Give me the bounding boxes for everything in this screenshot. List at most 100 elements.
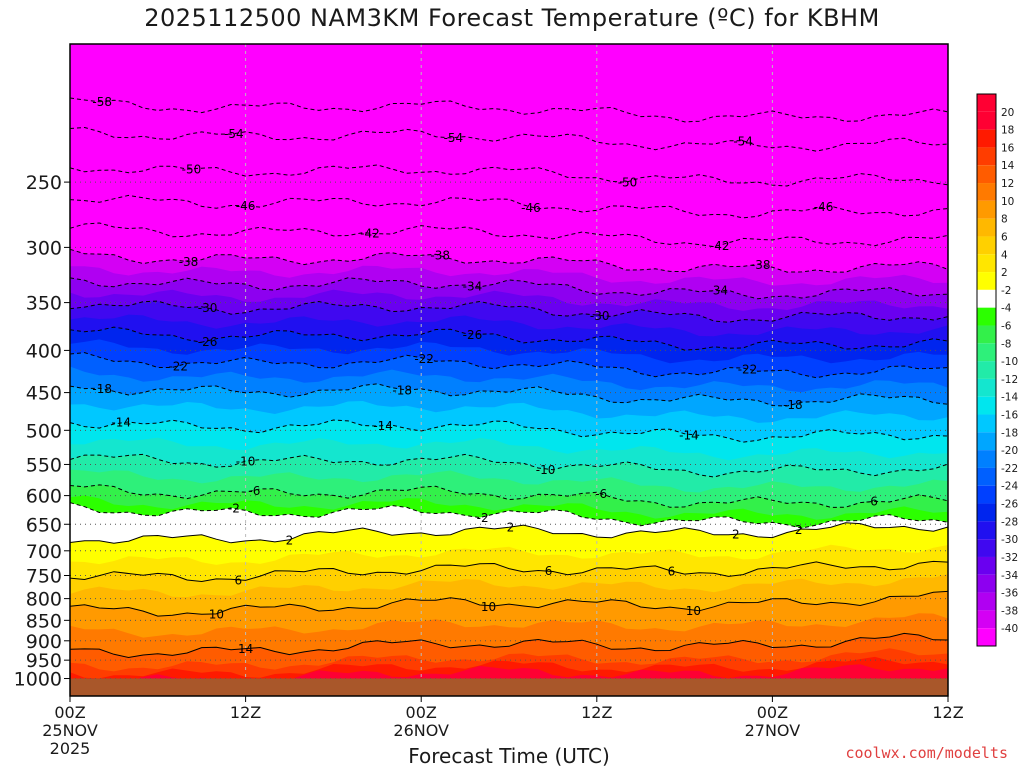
- contour-label: 6: [668, 565, 676, 579]
- contour-label: 10: [209, 607, 224, 621]
- y-tick-label: 1000: [14, 669, 62, 691]
- contour--54: [70, 126, 948, 152]
- y-tick-label: 450: [26, 383, 62, 405]
- y-tick-label: 800: [26, 589, 62, 611]
- y-tick-label: 600: [26, 486, 62, 508]
- contour-label: -50: [182, 163, 202, 177]
- plot-frame: [69, 43, 949, 697]
- colorbar-cell--16: [977, 414, 996, 433]
- contour--30: [70, 300, 948, 323]
- colorbar-cell--20: [977, 450, 996, 468]
- colorbar-cell--10: [977, 361, 996, 379]
- colorbar-label: -36: [1001, 588, 1018, 600]
- y-tick-label: 750: [26, 566, 62, 588]
- colorbar-label: -2: [1001, 285, 1011, 297]
- colorbar-label: 2: [1001, 267, 1008, 279]
- contour--22: [70, 352, 948, 379]
- x-tick-label: 00Z: [757, 703, 788, 722]
- contour-label: -6: [866, 495, 878, 509]
- contour-label: -14: [373, 419, 393, 433]
- colorbar-cell-6: [977, 236, 996, 255]
- colorbar-label: -12: [1001, 374, 1018, 386]
- colorbar-cell--24: [977, 485, 996, 504]
- colorbar-label: 6: [1001, 231, 1008, 243]
- temperature-bands: [70, 44, 948, 696]
- x-tick-label: 00Z: [406, 703, 437, 722]
- contour-label: -58: [92, 95, 112, 109]
- colorbar-label: 8: [1001, 214, 1008, 226]
- contour-label: -34: [463, 280, 483, 294]
- contour-label: 2: [795, 523, 803, 537]
- colorbar-cell--18: [977, 432, 996, 451]
- colorbar-label: -34: [1001, 570, 1018, 582]
- y-axis: 2503003504004505005506006507007508008509…: [14, 172, 70, 691]
- colorbar-label: -8: [1001, 338, 1011, 350]
- colorbar-cell-18: [977, 129, 996, 148]
- colorbar-label: -40: [1001, 623, 1018, 635]
- colorbar-label: -4: [1001, 303, 1012, 315]
- contour--50: [70, 164, 948, 187]
- contour--2: [70, 502, 948, 529]
- x-axis-label: Forecast Time (UTC): [408, 744, 610, 768]
- colorbar-cell-4: [977, 254, 996, 273]
- credit-link[interactable]: coolwx.com/modelts: [845, 744, 1008, 762]
- y-tick-label: 500: [26, 420, 62, 442]
- contour-14: [70, 632, 948, 659]
- colorbar-label: -32: [1001, 552, 1018, 564]
- colorbar-cell--8: [977, 343, 996, 362]
- contour-label: -34: [708, 284, 728, 298]
- y-tick-label: 350: [26, 293, 62, 315]
- contour-label: -2: [228, 501, 240, 515]
- x-tick-date: 27NOV: [745, 721, 801, 740]
- colorbar-cell-14: [977, 165, 996, 184]
- contour-label: -46: [236, 199, 256, 213]
- contour-6: [70, 560, 948, 583]
- colorbar-cell--2: [977, 289, 996, 308]
- colorbar: 20 18 16 14 12 10 8 6 4 2 -2 -4 -6 -8 -10 -12 -14 -16 -18 -…: [976, 93, 1018, 647]
- ground-band: [70, 678, 948, 696]
- colorbar-cell--22: [977, 467, 996, 486]
- y-tick-label: 550: [26, 454, 62, 476]
- y-tick-label: 250: [26, 172, 62, 194]
- colorbar-cell--32: [977, 556, 996, 575]
- contour-label: -46: [521, 201, 541, 215]
- contour-label: 10: [686, 604, 701, 618]
- colorbar-cell--12: [977, 378, 996, 397]
- contour-label: -26: [198, 335, 218, 349]
- contour-10: [70, 590, 948, 617]
- colorbar-cell-16: [977, 147, 996, 166]
- colorbar-cell--6: [977, 325, 996, 344]
- colorbar-label: -16: [1001, 410, 1018, 422]
- contour-label: -2: [477, 511, 489, 525]
- contour-label: -14: [111, 416, 131, 430]
- colorbar-cell-10: [977, 200, 996, 219]
- contour-label: -18: [92, 382, 112, 396]
- contour-label: -18: [783, 398, 803, 412]
- colorbar-label: -22: [1001, 463, 1018, 475]
- colorbar-cell--28: [977, 521, 996, 540]
- x-tick-label: 12Z: [230, 703, 261, 722]
- contour-label: -18: [392, 383, 412, 397]
- colorbar-label: 20: [1001, 107, 1014, 119]
- colorbar-label: -6: [1001, 320, 1012, 332]
- y-tick-label: 950: [26, 650, 62, 672]
- contour--10: [70, 453, 948, 478]
- contour--34: [70, 277, 948, 300]
- colorbar-label: 4: [1001, 249, 1008, 261]
- contour-label: -50: [618, 175, 638, 189]
- contour--26: [70, 326, 948, 351]
- x-tick-date: 25NOV: [42, 721, 98, 740]
- contour-label: 2: [286, 533, 294, 547]
- contour-label: 2: [507, 520, 515, 534]
- contour-label: -30: [590, 309, 610, 323]
- y-tick-label: 850: [26, 610, 62, 632]
- colorbar-label: -20: [1001, 445, 1018, 457]
- contour-label: -26: [463, 328, 483, 342]
- colorbar-cell--14: [977, 396, 996, 415]
- contour-label: 10: [481, 600, 496, 614]
- colorbar-label: 12: [1001, 178, 1014, 190]
- contour-label: -54: [444, 131, 464, 145]
- colorbar-cell-8: [977, 218, 996, 237]
- contour-label: -38: [751, 258, 771, 272]
